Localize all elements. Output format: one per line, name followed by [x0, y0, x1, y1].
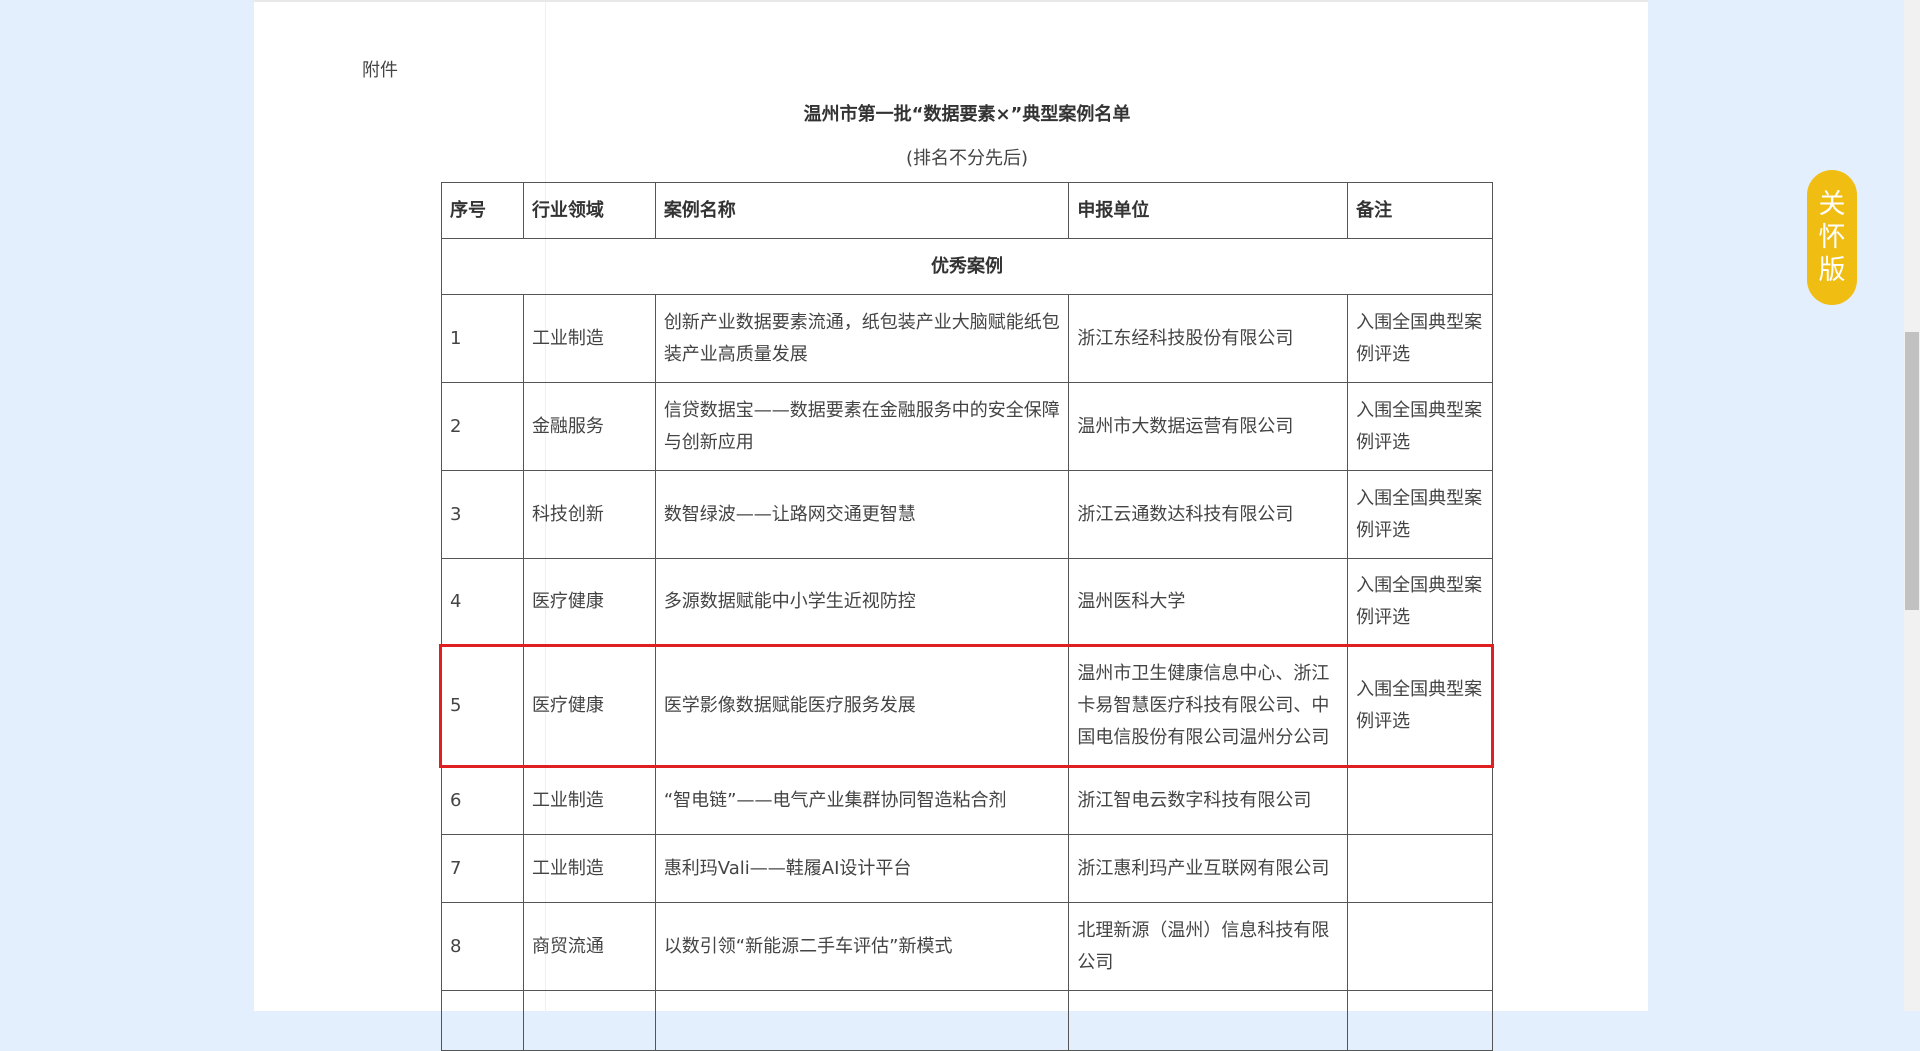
cell-field — [522, 990, 656, 1051]
cell-name: 多源数据赋能中小学生近视防控 — [654, 558, 1070, 645]
cell-name: 信贷数据宝——数据要素在金融服务中的安全保障与创新应用 — [654, 382, 1070, 471]
cell-unit: 温州市卫生健康信息中心、浙江卡易智慧医疗科技有限公司、中国电信股份有限公司温州分… — [1068, 644, 1349, 768]
table-row: 7 工业制造 惠利玛Vali——鞋履AI设计平台 浙江惠利玛产业互联网有限公司 — [441, 834, 1493, 903]
table-row: 5 医疗健康 医学影像数据赋能医疗服务发展 温州市卫生健康信息中心、浙江卡易智慧医疗科… — [441, 644, 1493, 768]
table-row: 4 医疗健康 多源数据赋能中小学生近视防控 温州医科大学 入围全国典型案例评选 — [441, 558, 1493, 645]
cell-no: 6 — [441, 767, 524, 835]
cell-note — [1347, 990, 1493, 1051]
cell-field: 科技创新 — [522, 470, 656, 559]
cell-note: 入围全国典型案例评选 — [1347, 644, 1493, 768]
cell-note: 入围全国典型案例评选 — [1347, 558, 1493, 645]
col-header: 案例名称 — [654, 182, 1070, 239]
col-header: 序号 — [441, 182, 524, 239]
cell-unit: 温州医科大学 — [1068, 558, 1349, 645]
cell-field: 工业制造 — [522, 834, 656, 903]
col-header: 行业领域 — [522, 182, 656, 239]
cell-field: 医疗健康 — [522, 644, 656, 768]
cell-no: 2 — [441, 382, 524, 471]
cell-name: 医学影像数据赋能医疗服务发展 — [654, 644, 1070, 768]
cell-field: 工业制造 — [522, 294, 656, 383]
case-table: 序号 行业领域 案例名称 申报单位 备注 优秀案例 1 工业制造 创新产业数据要素流… — [441, 182, 1493, 1051]
cell-no: 5 — [441, 644, 524, 768]
cell-note: 入围全国典型案例评选 — [1347, 470, 1493, 559]
col-header: 申报单位 — [1068, 182, 1349, 239]
table-row: 8 商贸流通 以数引领“新能源二手车评估”新模式 北理新源（温州）信息科技有限公司 — [441, 902, 1493, 991]
cell-note — [1347, 834, 1493, 903]
cell-no: 1 — [441, 294, 524, 383]
cell-name: 创新产业数据要素流通，纸包装产业大脑赋能纸包装产业高质量发展 — [654, 294, 1070, 383]
cell-unit — [1068, 990, 1349, 1051]
table-row — [441, 990, 1493, 1051]
cell-no: 7 — [441, 834, 524, 903]
cell-unit: 温州市大数据运营有限公司 — [1068, 382, 1349, 471]
cell-unit: 浙江惠利玛产业互联网有限公司 — [1068, 834, 1349, 903]
cell-name: 数智绿波——让路网交通更智慧 — [654, 470, 1070, 559]
scrollbar[interactable] — [1904, 0, 1920, 1011]
scrollbar-thumb[interactable] — [1905, 332, 1919, 610]
cell-name: 以数引领“新能源二手车评估”新模式 — [654, 902, 1070, 991]
table-row: 2 金融服务 信贷数据宝——数据要素在金融服务中的安全保障与创新应用 温州市大数据运营… — [441, 382, 1493, 471]
cell-no — [441, 990, 524, 1051]
cell-name — [654, 990, 1070, 1051]
cell-unit: 浙江东经科技股份有限公司 — [1068, 294, 1349, 383]
cell-note: 入围全国典型案例评选 — [1347, 382, 1493, 471]
cell-unit: 浙江智电云数字科技有限公司 — [1068, 767, 1349, 835]
document-subtitle: (排名不分先后) — [905, 148, 1029, 169]
cell-no: 3 — [441, 470, 524, 559]
cell-note: 入围全国典型案例评选 — [1347, 294, 1493, 383]
cell-note — [1347, 902, 1493, 991]
section-row: 优秀案例 — [441, 238, 1493, 295]
cell-unit: 北理新源（温州）信息科技有限公司 — [1068, 902, 1349, 991]
cell-note — [1347, 767, 1493, 835]
cell-field: 金融服务 — [522, 382, 656, 471]
cell-field: 工业制造 — [522, 767, 656, 835]
table-row: 3 科技创新 数智绿波——让路网交通更智慧 浙江云通数达科技有限公司 入围全国典型案例评… — [441, 470, 1493, 559]
document-title: 温州市第一批“数据要素×”典型案例名单 — [803, 104, 1131, 125]
cell-name: “智电链”——电气产业集群协同智造粘合剂 — [654, 767, 1070, 835]
col-header: 备注 — [1347, 182, 1493, 239]
section-title: 优秀案例 — [441, 238, 1493, 295]
attachment-label: 附件 — [362, 60, 398, 81]
cell-name: 惠利玛Vali——鞋履AI设计平台 — [654, 834, 1070, 903]
care-mode-button[interactable]: 关怀版 — [1807, 170, 1857, 305]
table-header: 序号 行业领域 案例名称 申报单位 备注 — [441, 182, 1493, 239]
cell-field: 医疗健康 — [522, 558, 656, 645]
cell-no: 4 — [441, 558, 524, 645]
table-row: 1 工业制造 创新产业数据要素流通，纸包装产业大脑赋能纸包装产业高质量发展 浙江东经科… — [441, 294, 1493, 383]
table-row: 6 工业制造 “智电链”——电气产业集群协同智造粘合剂 浙江智电云数字科技有限公司 — [441, 767, 1493, 835]
cell-field: 商贸流通 — [522, 902, 656, 991]
cell-unit: 浙江云通数达科技有限公司 — [1068, 470, 1349, 559]
cell-no: 8 — [441, 902, 524, 991]
